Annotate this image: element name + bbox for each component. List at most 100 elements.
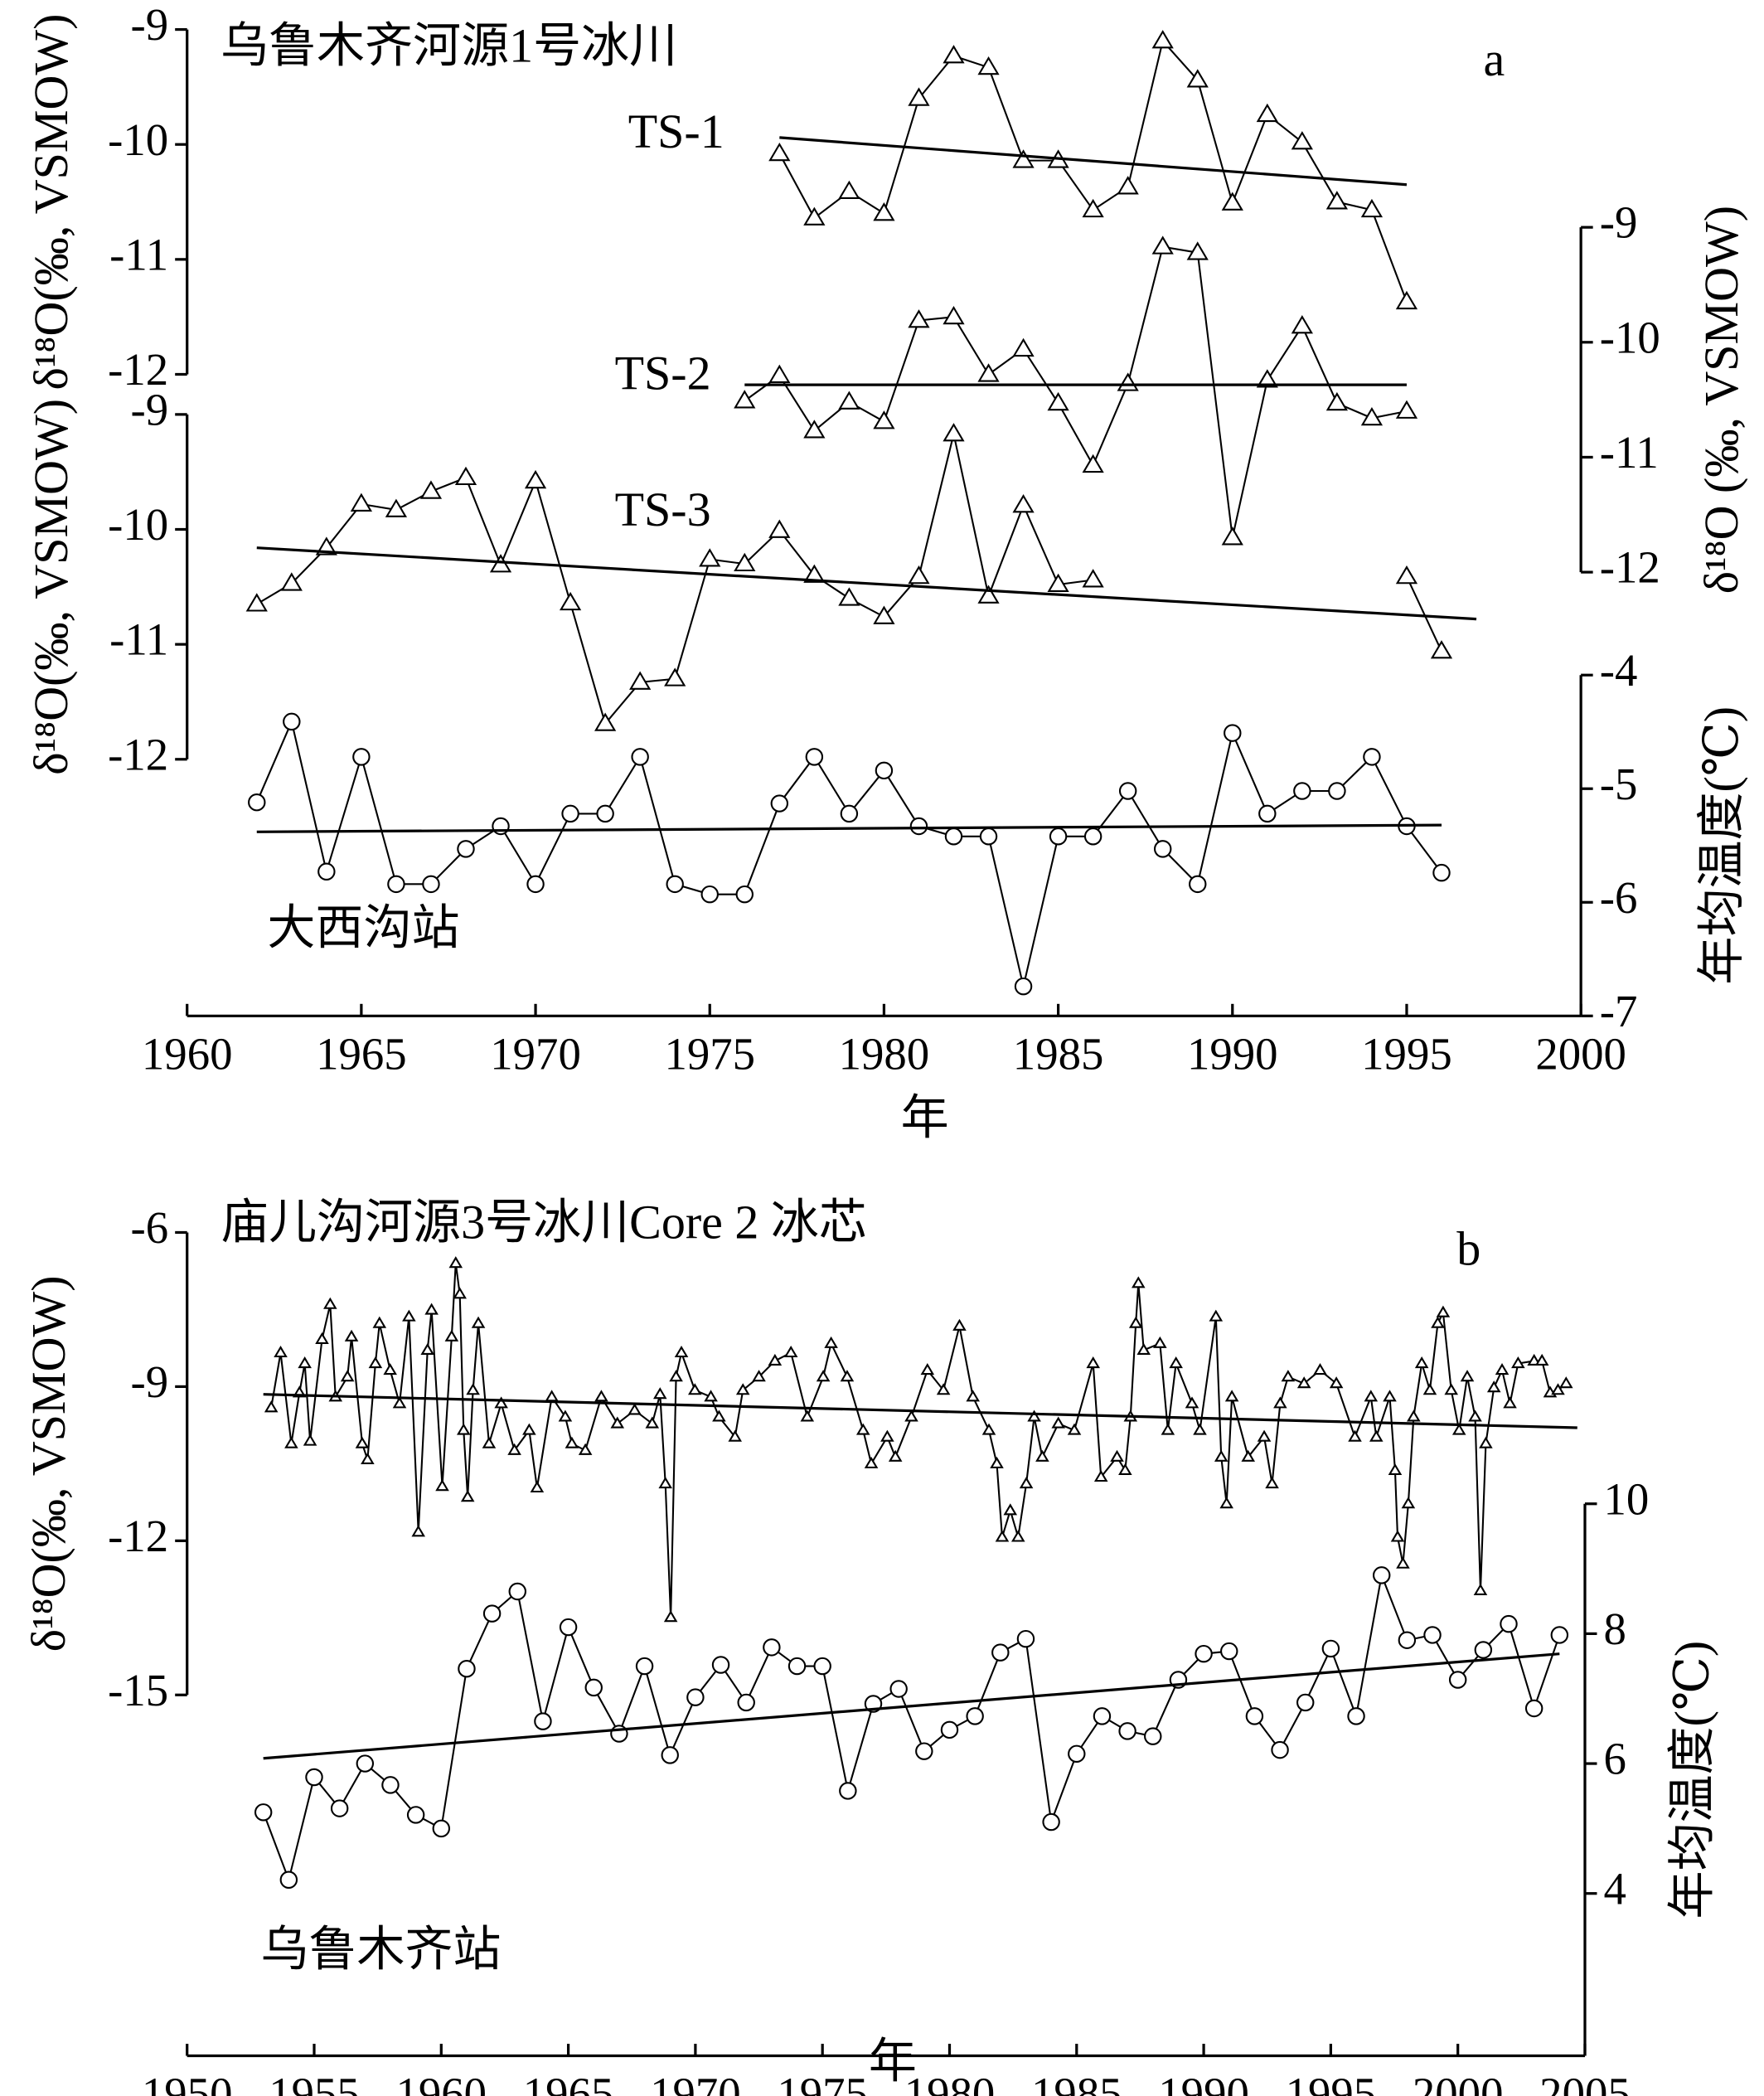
circle-marker [1271, 1740, 1289, 1759]
x-tick-label: 2000 [1413, 2069, 1504, 2096]
circle-marker [813, 1657, 831, 1676]
circle-marker [1448, 1671, 1467, 1689]
triangle-marker [1460, 1370, 1475, 1382]
triangle-marker [402, 1309, 416, 1322]
triangle-marker [1136, 1342, 1151, 1355]
triangle-marker [1383, 1390, 1397, 1402]
circle-marker [979, 827, 998, 846]
circle-marker [1144, 1727, 1162, 1745]
triangle-marker [1221, 526, 1243, 546]
triangle-marker [594, 1390, 608, 1402]
triangle-marker [920, 1363, 935, 1376]
circle-marker [940, 1720, 959, 1739]
triangle-marker [1313, 1363, 1327, 1376]
y-tick-label: -7 [1600, 986, 1638, 1036]
triangle-marker [943, 305, 965, 325]
triangle-marker [350, 492, 372, 512]
triangle-marker [280, 572, 303, 591]
triangle-marker [1186, 69, 1209, 88]
circle-marker [279, 1870, 298, 1889]
triangle-marker [1012, 149, 1035, 168]
circle-marker [305, 1768, 323, 1787]
circle-marker [1423, 1626, 1442, 1644]
x-tick-label: 1970 [650, 2069, 741, 2096]
circle-marker [635, 1657, 654, 1676]
y-tick-label: -10 [108, 114, 168, 165]
triangle-marker [888, 1449, 903, 1462]
x-tick-label: 1960 [395, 2069, 487, 2096]
triangle-marker [545, 1390, 559, 1402]
y-axis-label: δ¹⁸O(‰, VSMOW) [24, 399, 78, 775]
triangle-marker [674, 1345, 689, 1358]
circle-marker [596, 804, 614, 823]
triangle-marker [610, 1416, 625, 1429]
triangle-marker [943, 45, 965, 64]
x-tick-label: 1990 [1158, 2069, 1249, 2096]
triangle-marker [530, 1480, 545, 1493]
triangle-marker [1444, 1383, 1458, 1395]
triangle-marker [1503, 1396, 1517, 1409]
y-tick-label: -12 [108, 344, 168, 395]
triangle-marker [368, 1356, 383, 1369]
triangle-marker [1051, 1416, 1065, 1429]
circle-marker [770, 794, 789, 813]
y-tick-label: -12 [1600, 542, 1660, 593]
triangle-marker [444, 1329, 459, 1342]
triangle-marker [768, 142, 791, 162]
circle-marker [1068, 1744, 1086, 1764]
triangle-marker [1364, 1390, 1379, 1402]
triangle-marker [1019, 1477, 1034, 1489]
triangle-marker [1010, 1530, 1025, 1542]
circle-marker [356, 1754, 375, 1773]
triangle-marker [658, 1477, 672, 1489]
x-tick-label: 1950 [142, 2069, 233, 2096]
triangle-marker [1348, 1429, 1362, 1442]
triangle-marker [1395, 290, 1418, 310]
triangle-marker [385, 498, 408, 517]
x-tick-label: 1995 [1361, 1028, 1452, 1079]
circle-marker [1042, 1812, 1060, 1832]
triangle-marker [1209, 1309, 1224, 1322]
circle-marker [1550, 1626, 1569, 1644]
x-axis-label: 年 [901, 1091, 949, 1145]
y-tick-label: -11 [109, 229, 168, 279]
y-tick-label: -9 [130, 1356, 168, 1407]
circle-marker [534, 1712, 552, 1730]
y-tick-label: -5 [1600, 759, 1638, 809]
triangle-marker [1273, 1396, 1287, 1409]
triangle-marker [1360, 198, 1384, 218]
y-tick-label: 6 [1604, 1734, 1626, 1784]
triangle-marker [1132, 1276, 1146, 1288]
triangle-marker [995, 1530, 1010, 1542]
triangle-marker [704, 1390, 718, 1402]
triangle-marker [1153, 1336, 1167, 1348]
circle-marker [991, 1643, 1010, 1662]
circle-marker [840, 804, 859, 823]
triangle-marker [435, 1479, 449, 1492]
triangle-marker [565, 1436, 579, 1448]
panel-title: 庙儿沟河源3号冰川Core 2 冰芯 [220, 1195, 867, 1249]
triangle-marker [735, 1383, 750, 1395]
circle-marker [737, 1693, 755, 1712]
circle-marker [1524, 1699, 1544, 1718]
circle-marker [875, 761, 894, 780]
triangle-marker [1407, 1409, 1421, 1422]
series-label: TS-1 [628, 104, 724, 158]
circle-marker [283, 712, 301, 731]
triangle-marker [908, 309, 930, 328]
triangle-marker [768, 364, 791, 383]
triangle-marker [908, 565, 930, 585]
triangle-marker [1128, 1316, 1143, 1328]
triangle-marker [522, 1423, 536, 1435]
triangle-marker [1256, 103, 1278, 123]
triangle-marker [1012, 494, 1035, 513]
triangle-marker [466, 1383, 480, 1395]
triangle-marker [1224, 1390, 1239, 1402]
triangle-marker [669, 1370, 683, 1382]
triangle-marker [712, 1409, 726, 1422]
circle-marker [422, 875, 440, 894]
triangle-marker [1414, 1356, 1429, 1369]
circle-marker [1321, 1639, 1340, 1658]
y-axis-label: 年均温度(℃) [1694, 706, 1748, 985]
